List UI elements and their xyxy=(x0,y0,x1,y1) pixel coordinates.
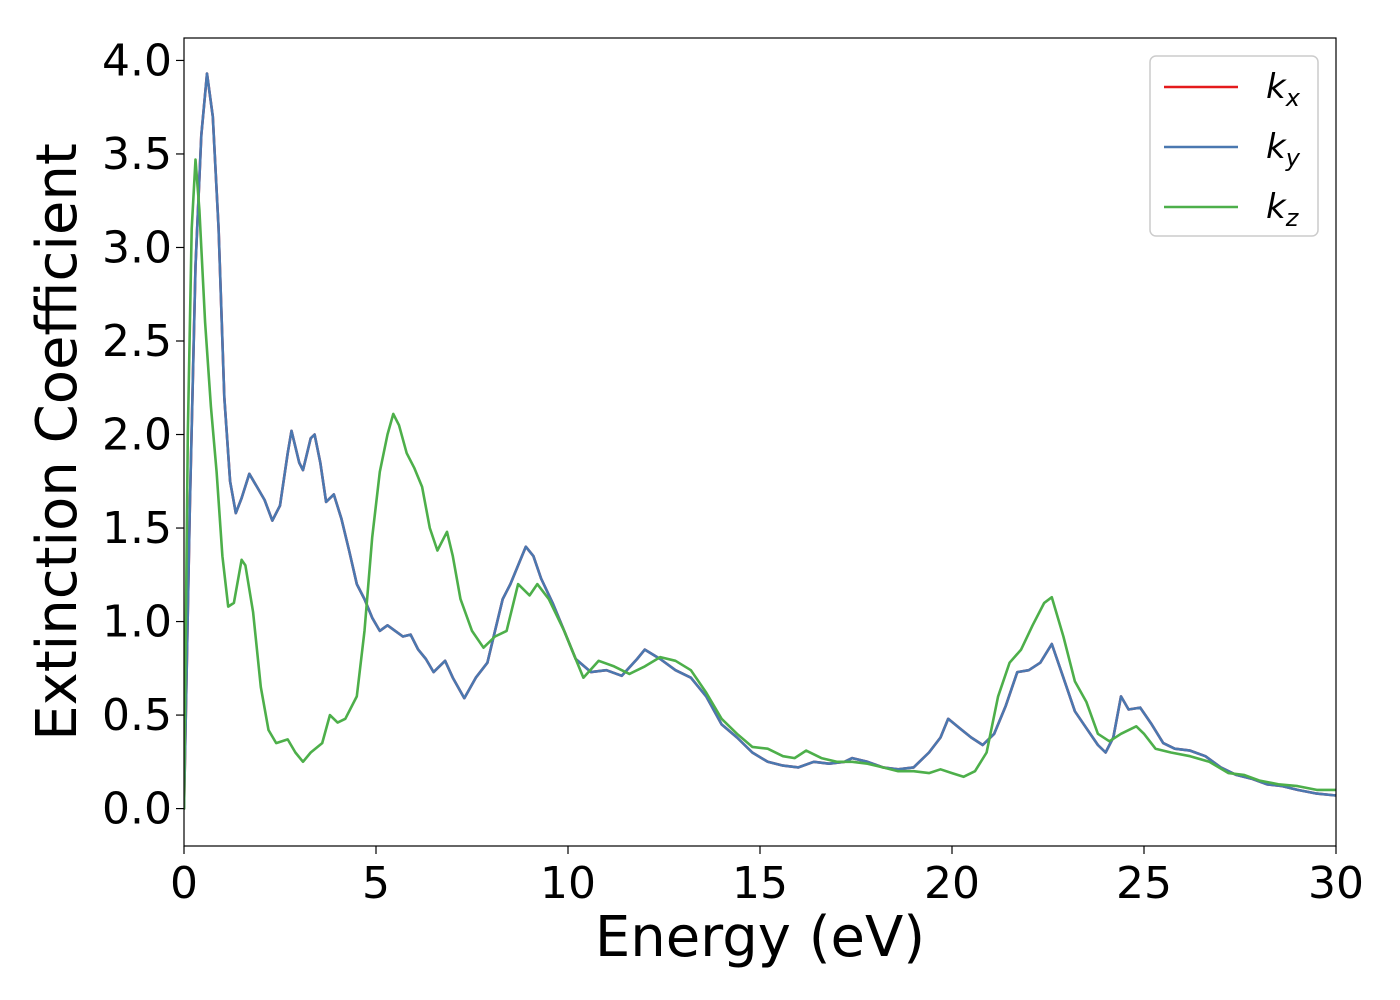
legend-label-x: kx xyxy=(1266,67,1301,112)
y-tick-label: 2.5 xyxy=(102,316,172,367)
y-tick-label: 0.5 xyxy=(102,690,172,741)
x-axis-title: Energy (eV) xyxy=(595,905,925,970)
legend-label-main: k xyxy=(1266,187,1287,227)
legend-label-subscript: z xyxy=(1285,204,1300,232)
x-tick-label: 25 xyxy=(1116,858,1172,909)
x-tick-label: 20 xyxy=(924,858,980,909)
y-tick-label: 1.5 xyxy=(102,503,172,554)
y-tick-label: 1.0 xyxy=(102,597,172,648)
series-line-y xyxy=(184,72,1336,810)
x-tick-label: 30 xyxy=(1308,858,1364,909)
legend-label-main: k xyxy=(1266,67,1287,107)
y-tick-label: 3.0 xyxy=(102,222,172,273)
legend-label-y: ky xyxy=(1266,127,1301,172)
y-tick-label: 3.5 xyxy=(102,129,172,180)
series-layer xyxy=(184,72,1336,810)
x-tick-label: 5 xyxy=(362,858,390,909)
legend-label-subscript: y xyxy=(1285,144,1301,172)
series-line-z xyxy=(184,158,1336,810)
x-tick-label: 10 xyxy=(540,858,596,909)
x-tick-label: 0 xyxy=(170,858,198,909)
legend-label-z: kz xyxy=(1266,187,1300,232)
y-axis-title: Extinction Coefficient xyxy=(25,143,90,741)
x-tick-label: 15 xyxy=(732,858,788,909)
y-tick-label: 2.0 xyxy=(102,410,172,461)
legend-label-subscript: x xyxy=(1285,84,1301,112)
y-tick-label: 4.0 xyxy=(102,35,172,86)
x-axis: 0 5 10 15 20 25 30 xyxy=(170,846,1364,909)
y-axis: 0.0 0.5 1.0 1.5 2.0 2.5 3.0 3.5 4.0 xyxy=(102,35,184,835)
y-tick-label: 0.0 xyxy=(102,784,172,835)
legend-label-main: k xyxy=(1266,127,1287,167)
